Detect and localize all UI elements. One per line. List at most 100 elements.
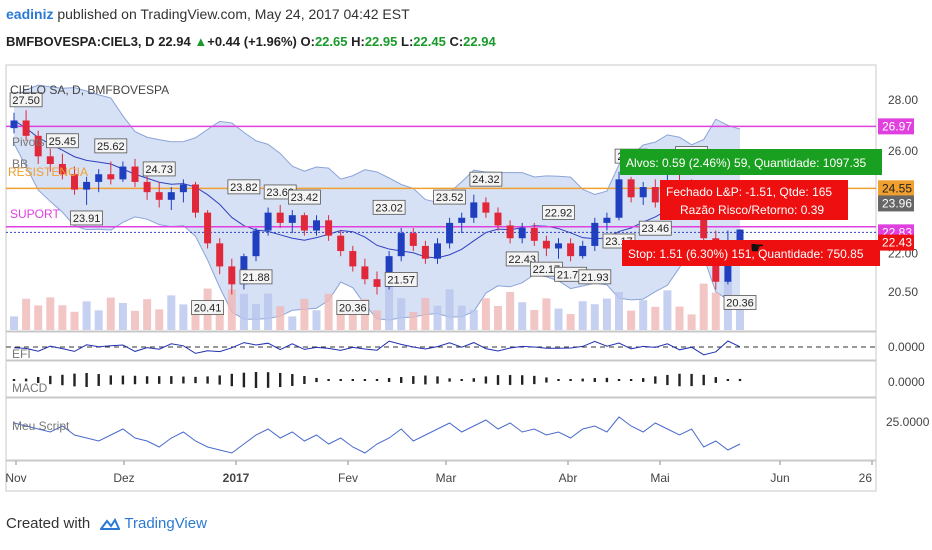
macd-bar [339, 379, 342, 381]
up-arrow-icon: ▲ [194, 34, 208, 49]
open-value: 22.65 [314, 34, 348, 49]
volume-bar [336, 302, 345, 330]
price-axis[interactable]: 28.0026.0022.0020.5026.9724.5523.9622.83… [878, 93, 918, 299]
stop-text: Stop: 1.51 (6.30%) 151, Quantidade: 750.… [628, 247, 864, 261]
volume-bar [639, 300, 648, 330]
script-label: Meu Script [12, 419, 70, 433]
volume-bar [651, 306, 660, 330]
macd-bar [702, 374, 705, 386]
volume-bar [711, 292, 720, 330]
candle-body [385, 256, 393, 287]
target-box[interactable]: Alvos: 0.59 (2.46%) 59, Quantidade: 1097… [620, 149, 882, 175]
price-label-text: 21.57 [387, 274, 415, 286]
candle-body [58, 164, 66, 175]
candle-body [409, 233, 417, 246]
macd-bar [472, 378, 475, 382]
low-value: 22.45 [413, 34, 446, 49]
volume-bar [530, 310, 539, 330]
volume-bar [324, 293, 333, 330]
macd-bar [726, 379, 730, 381]
volume-bar [481, 298, 490, 330]
macd-bar [303, 376, 306, 384]
macd-bar [24, 378, 28, 382]
candle-body [204, 212, 212, 244]
time-label: 26 [859, 471, 873, 485]
volume-bar [239, 293, 248, 330]
macd-bar [521, 375, 524, 385]
price-label: 25.45 [46, 133, 79, 149]
candle-body [95, 174, 103, 182]
closed-box[interactable]: Fechado L&P: -1.51, Qtde: 165 Razão Risc… [660, 180, 848, 220]
candle-body [434, 243, 441, 259]
candle-body [264, 212, 272, 231]
author-link[interactable]: eadiniz [6, 6, 54, 22]
price-label-box [578, 269, 612, 285]
script-pane[interactable] [5, 397, 877, 461]
volume-bar [82, 301, 91, 330]
macd-bar [218, 375, 221, 385]
candle-body [567, 243, 575, 257]
time-axis[interactable] [5, 460, 877, 492]
candle-body [34, 135, 42, 157]
volume-bar [34, 305, 43, 330]
candle-body [288, 215, 296, 223]
stop-box[interactable]: Stop: 1.51 (6.30%) 151, Quantidade: 750.… [622, 240, 880, 266]
last-price: 22.94 [158, 34, 191, 49]
price-label: 23.42 [287, 189, 321, 205]
volume-bar [627, 310, 636, 330]
macd-bar [315, 377, 318, 383]
closed-text-1: Fechado L&P: -1.51, Qtde: 165 [666, 185, 832, 199]
price-label-text: 27.50 [12, 95, 40, 107]
price-change: +0.44 (+1.96%) [207, 34, 297, 49]
volume-bar [433, 305, 442, 330]
price-label-box [227, 179, 261, 195]
price-label-text: 20.36 [726, 297, 754, 309]
macd-bar [351, 379, 354, 381]
volume-bar [252, 304, 260, 330]
price-label-box [239, 269, 273, 285]
time-label: Fev [338, 471, 358, 485]
price-label: 23.46 [638, 220, 672, 236]
volume-bar [155, 309, 164, 330]
price-tick: 26.00 [888, 144, 918, 158]
tradingview-link[interactable]: TradingView [124, 515, 207, 532]
volume-bar [566, 314, 575, 330]
gray-tag-bg [878, 195, 914, 212]
macd-pane[interactable] [5, 360, 877, 398]
candle-body [518, 228, 526, 239]
candle-body [228, 266, 236, 285]
price-label: 21.93 [578, 269, 612, 285]
candle-body [71, 174, 78, 190]
candle-body [107, 174, 115, 180]
price-label-text: 20.36 [339, 303, 367, 315]
price-label-text: 23.52 [436, 192, 464, 204]
volume-bar [385, 285, 394, 330]
price-label-text: 22.43 [508, 254, 536, 266]
candle-body [627, 179, 635, 198]
volume-bar [590, 304, 599, 330]
candle-body [373, 279, 381, 287]
macd-bar [569, 379, 572, 381]
price-label-text: 22.92 [545, 207, 573, 219]
price-label-box [191, 300, 225, 315]
macd-histogram [12, 372, 742, 388]
price-label-text: 20.41 [194, 303, 222, 315]
price-label: 20.41 [191, 300, 225, 315]
open-label: O: [300, 34, 315, 49]
candle-body [482, 202, 490, 213]
price-chart[interactable]: 27.50 25.45 25.62 23.91 24.73 23.82 23.6223.42… [0, 60, 932, 492]
volume-bar [179, 304, 188, 330]
price-label: 20.36 [336, 300, 370, 315]
macd-bar [738, 378, 742, 382]
volume-bar [397, 298, 406, 330]
created-with-text: Created with [6, 515, 91, 532]
volume-bar [542, 298, 551, 330]
candle-body [542, 240, 550, 249]
candle-body [325, 220, 333, 236]
macd-bar [170, 376, 173, 384]
candle-body [216, 243, 224, 267]
macd-tick: 0.0000 [888, 375, 925, 389]
volume-bar [227, 289, 236, 330]
price-label-text: 23.62 [266, 187, 294, 199]
volume-bar [143, 299, 152, 330]
